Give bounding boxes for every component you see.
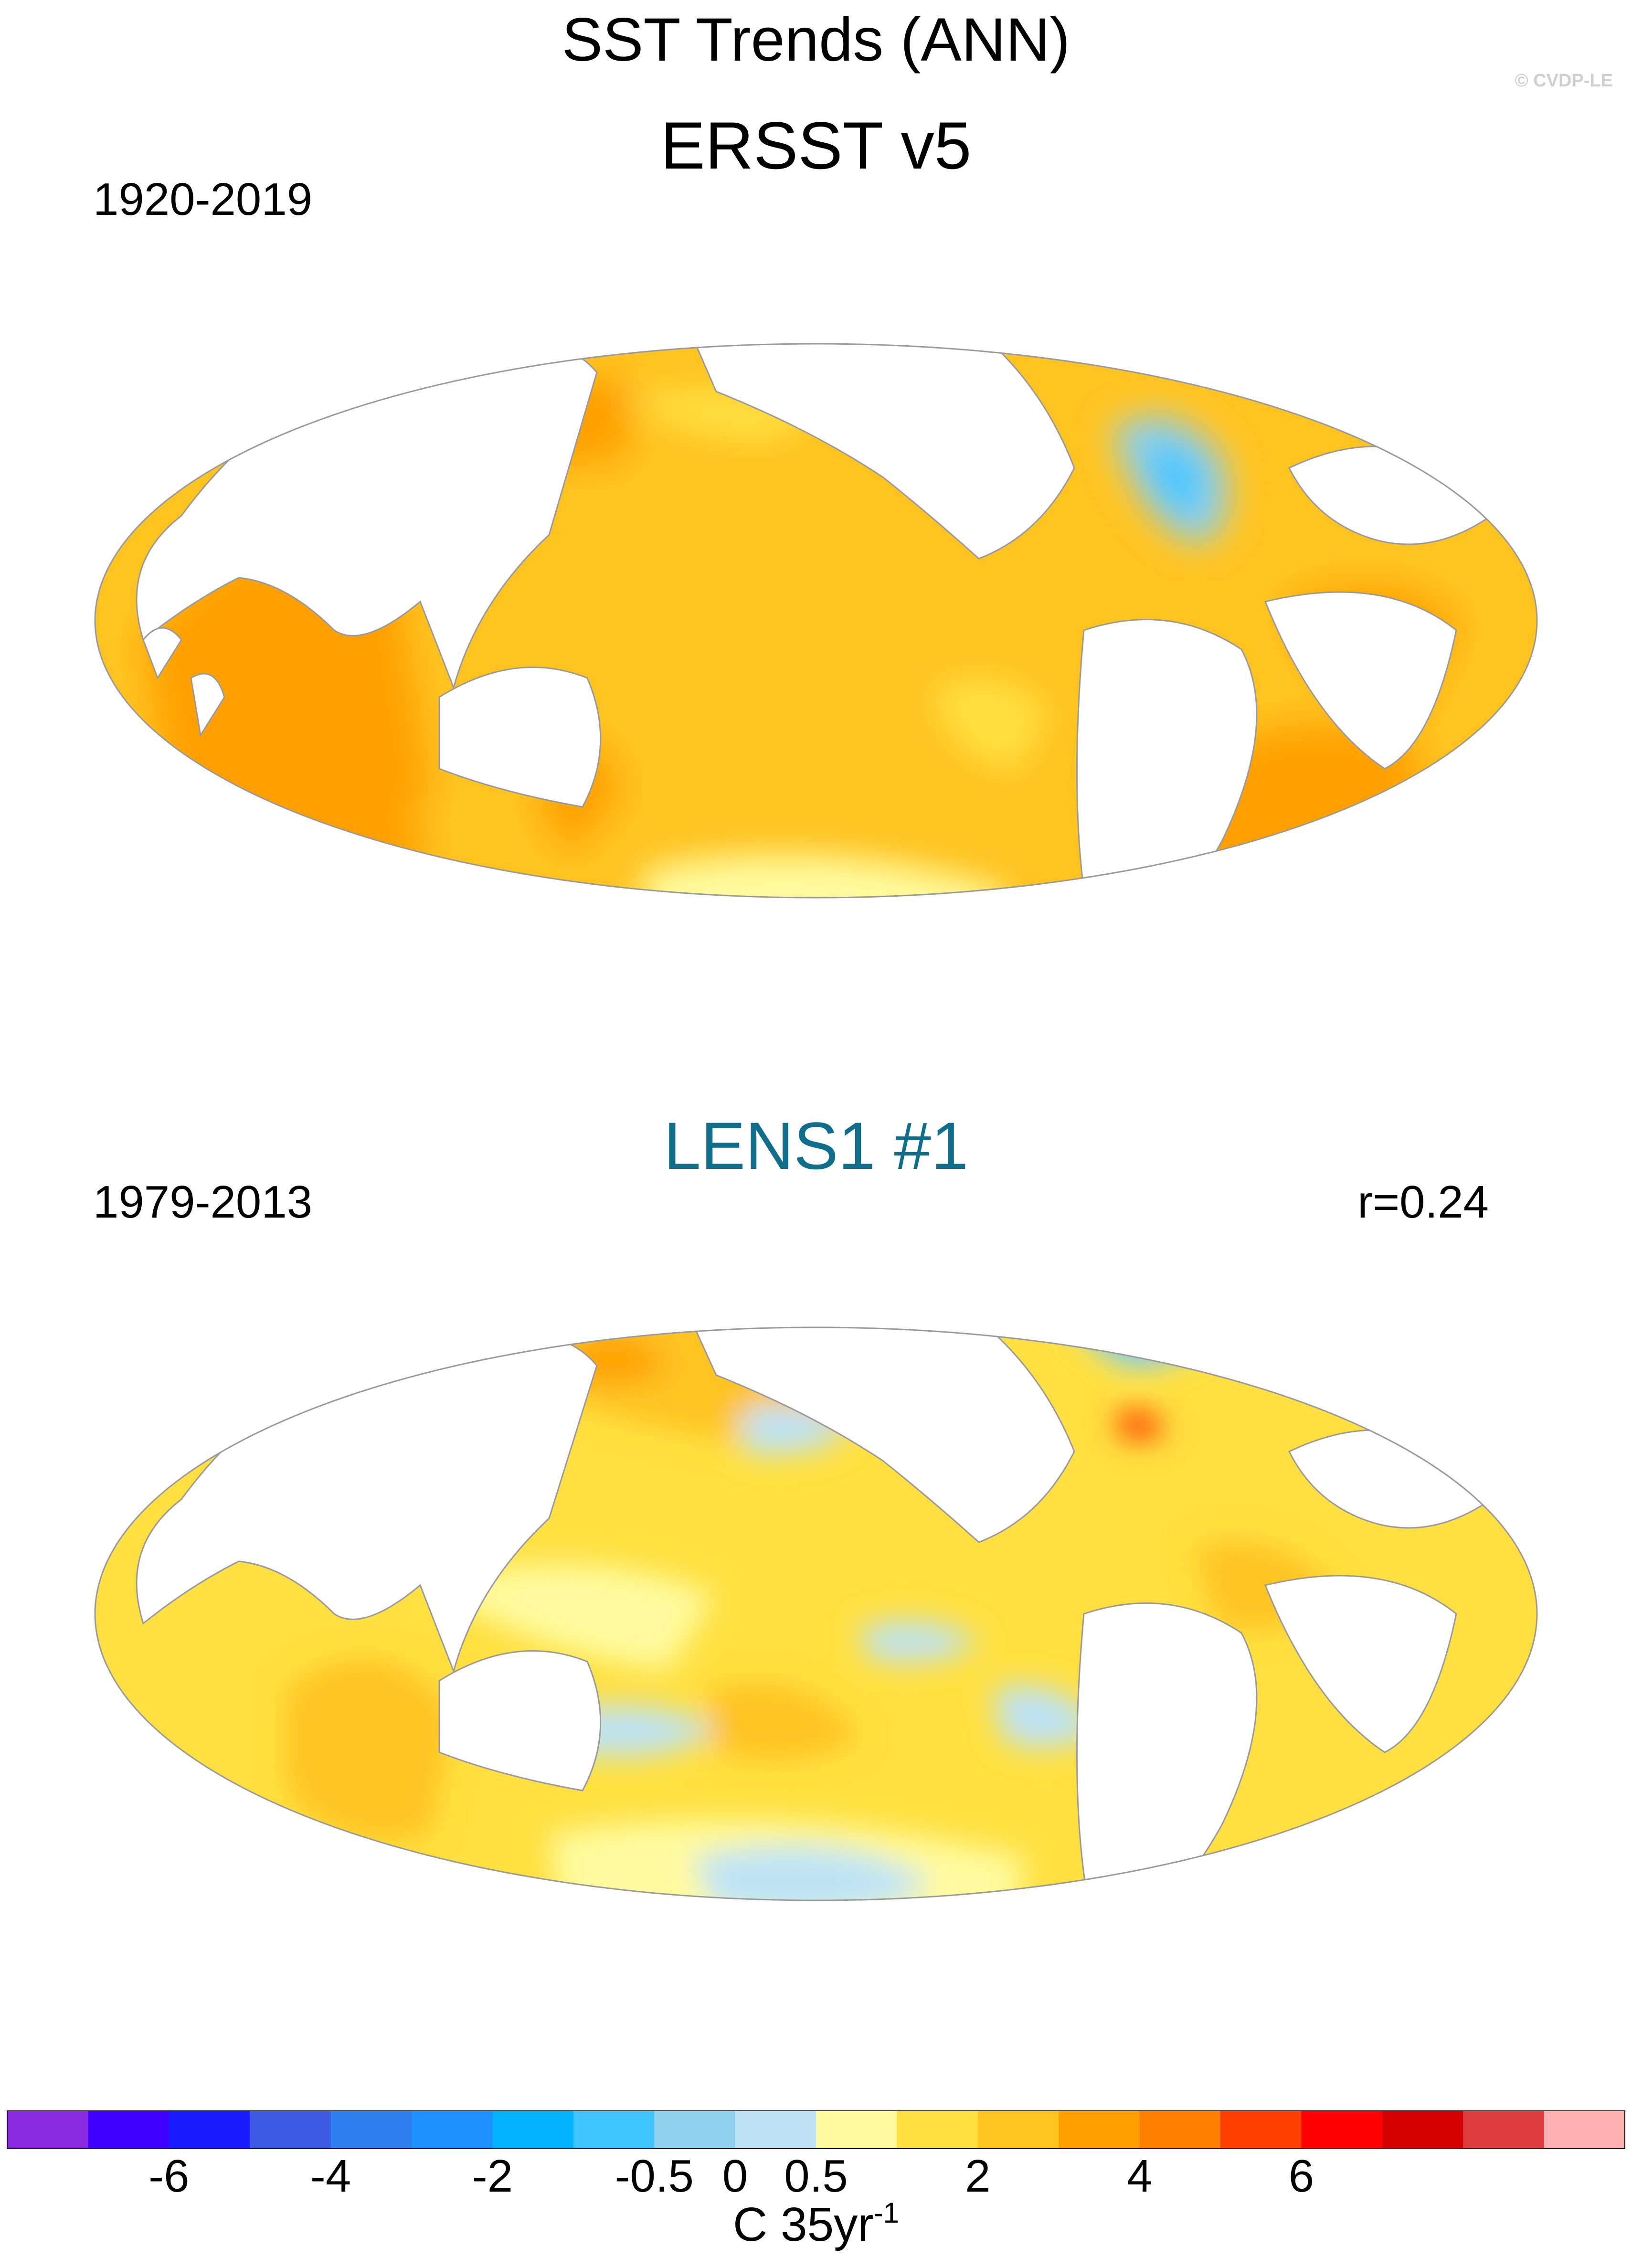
- colorbar-tick-label: 6: [1289, 2151, 1314, 2201]
- colorbar: -6 -4 -2 -0.5 0 0.5 2 4 6: [7, 2110, 1625, 2201]
- colorbar-tick-label: -0.5: [615, 2151, 693, 2201]
- panel2-title: LENS1 #1: [663, 1108, 969, 1183]
- colorbar-tick-label: -2: [472, 2151, 513, 2201]
- colorbar-swatch: [897, 2110, 978, 2149]
- colorbar-tick-label: -4: [310, 2151, 351, 2201]
- colorbar-swatch: [1059, 2110, 1140, 2149]
- colorbar-swatch: [330, 2110, 412, 2149]
- colorbar-swatch: [1220, 2110, 1302, 2149]
- colorbar-swatch: [250, 2110, 331, 2149]
- colorbar-swatch: [977, 2110, 1059, 2149]
- colorbar-swatch: [1544, 2110, 1625, 2149]
- colorbar-tick-label: 2: [965, 2151, 990, 2201]
- colorbar-tick-label: 0.5: [784, 2151, 848, 2201]
- colorbar-unit-label: C 35yr-1: [733, 2197, 899, 2251]
- panel2-land: [136, 1327, 1505, 1900]
- colorbar-swatch: [735, 2110, 816, 2149]
- panel1-sst-field: [95, 344, 1537, 898]
- colorbar-tick-label: -6: [148, 2151, 189, 2201]
- colorbar-swatch: [1139, 2110, 1221, 2149]
- colorbar-swatch: [412, 2110, 493, 2149]
- colorbar-frame: [7, 2110, 1625, 2149]
- colorbar-swatch: [816, 2110, 897, 2149]
- colorbar-swatch: [1382, 2110, 1463, 2149]
- colorbar-swatch: [7, 2110, 88, 2149]
- colorbar-swatch: [573, 2110, 655, 2149]
- colorbar-swatch: [88, 2110, 170, 2149]
- panel1-title: ERSST v5: [660, 108, 972, 183]
- panel2-period: 1979-2013: [93, 1176, 313, 1228]
- colorbar-swatch: [169, 2110, 250, 2149]
- colorbar-swatch: [1463, 2110, 1545, 2149]
- colorbar-tick-label: 4: [1127, 2151, 1152, 2201]
- panel2-correlation: r=0.24: [1357, 1176, 1489, 1228]
- watermark: © CVDP-LE: [1515, 71, 1613, 91]
- colorbar-swatch: [492, 2110, 574, 2149]
- colorbar-tick-label: 0: [722, 2151, 748, 2201]
- colorbar-swatch: [654, 2110, 736, 2149]
- figure-title: SST Trends (ANN): [562, 6, 1070, 74]
- panel1-period: 1920-2019: [93, 174, 313, 225]
- panel2-sst-field: [95, 1327, 1537, 1900]
- panel1-map: [94, 343, 1538, 899]
- colorbar-swatch: [1301, 2110, 1383, 2149]
- panel2-map: [94, 1326, 1538, 1901]
